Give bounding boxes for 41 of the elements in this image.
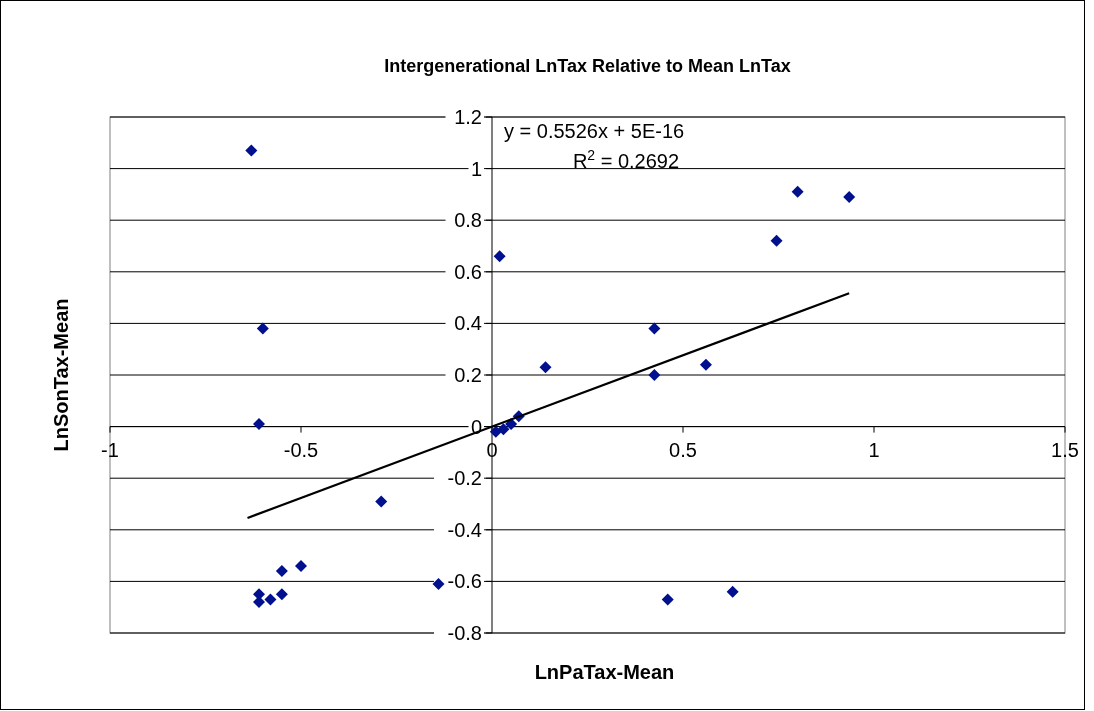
point	[489, 425, 502, 438]
y-tick-label: -0.6	[447, 570, 482, 593]
y-tick-label: 0.6	[454, 260, 482, 283]
x-tick-label: 1	[868, 438, 880, 461]
x-axis-title: LnPaTax-Mean	[534, 661, 675, 683]
x-tick-label: -1	[101, 438, 119, 461]
point	[843, 190, 856, 203]
point	[275, 588, 288, 601]
point	[770, 234, 783, 247]
y-tick-label: 0.4	[454, 312, 482, 335]
point	[648, 322, 661, 335]
y-tick-label: 1	[470, 157, 482, 180]
point	[726, 585, 739, 598]
x-tick-label: 1.5	[1051, 438, 1079, 461]
y-tick-label: 0.8	[454, 209, 482, 232]
point	[264, 593, 277, 606]
y-tick-label: 1.2	[454, 106, 482, 128]
x-tick-label: 0.5	[669, 438, 697, 461]
annotation: y = 0.5526x + 5E-16	[504, 120, 685, 142]
x-tick-label: 0	[486, 438, 498, 461]
x-tick-label: -0.5	[283, 438, 319, 461]
y-tick-label: -0.8	[447, 622, 482, 644]
point	[539, 361, 552, 374]
annotation: R$^{2}$ = 0.2692	[572, 147, 680, 172]
point	[252, 418, 265, 431]
point	[493, 250, 506, 263]
y-axis-title: LnSonTax-Mean	[50, 298, 72, 452]
point	[295, 559, 307, 572]
point	[375, 495, 388, 508]
y-tick-label: 0.2	[454, 364, 482, 386]
point	[661, 593, 674, 606]
point	[699, 358, 712, 371]
chart-title: Intergenerational LnTax Relative to Mean LnTax	[384, 56, 791, 76]
point	[648, 369, 661, 381]
point	[432, 577, 445, 590]
point	[245, 144, 258, 157]
y-tick-label: -0.4	[447, 518, 482, 541]
y-tick-label: -0.2	[447, 467, 482, 490]
point	[791, 185, 804, 198]
point	[256, 322, 269, 335]
point	[275, 565, 288, 578]
